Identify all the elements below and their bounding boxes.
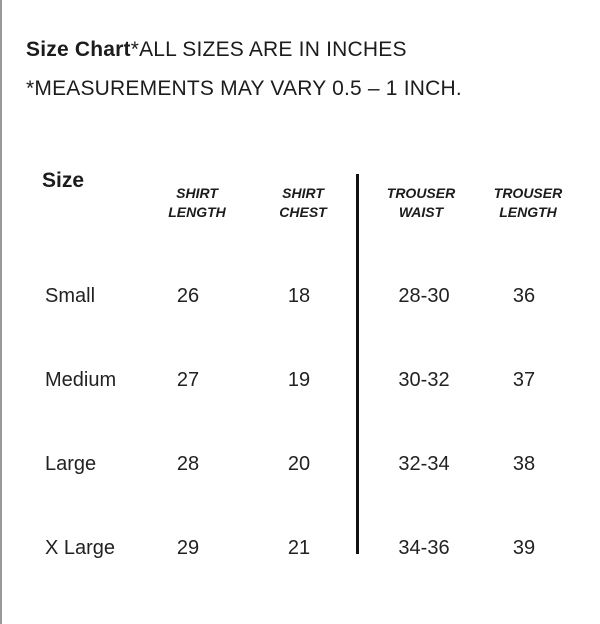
size-name: Large (45, 453, 97, 475)
col-header-line: LENGTH (168, 204, 226, 220)
trouser-length-value: 39 (512, 537, 536, 559)
left-border (0, 0, 2, 624)
measurement-note: *MEASUREMENTS MAY VARY 0.5 – 1 INCH. (26, 77, 462, 100)
col-header-shirt-chest: SHIRT CHEST (279, 184, 326, 222)
col-header-shirt-length: SHIRT LENGTH (168, 184, 226, 222)
col-header-line: TROUSER (493, 185, 563, 201)
trouser-length-value: 36 (512, 285, 536, 307)
col-header-line: SHIRT (282, 185, 324, 201)
trouser-waist-value: 28-30 (398, 285, 450, 307)
col-header-line: WAIST (398, 204, 444, 220)
col-header-line: CHEST (279, 204, 327, 220)
col-header-line: LENGTH (499, 204, 557, 220)
shirt-length-value: 27 (176, 369, 200, 391)
size-column-header: Size (42, 169, 85, 192)
col-header-line: TROUSER (386, 185, 456, 201)
title-note: *ALL SIZES ARE IN INCHES (130, 38, 407, 61)
page-title: Size Chart*ALL SIZES ARE IN INCHES (26, 38, 407, 62)
col-header-trouser-length: TROUSER LENGTH (494, 184, 562, 222)
col-header-line: SHIRT (176, 185, 218, 201)
shirt-length-value: 26 (176, 285, 200, 307)
shirt-chest-value: 21 (287, 537, 311, 559)
shirt-length-value: 28 (176, 453, 200, 475)
size-name: Small (45, 285, 96, 307)
shirt-chest-value: 18 (287, 285, 311, 307)
col-header-trouser-waist: TROUSER WAIST (387, 184, 455, 222)
trouser-length-value: 38 (512, 453, 536, 475)
trouser-waist-value: 32-34 (398, 453, 450, 475)
column-divider (356, 174, 359, 554)
shirt-chest-value: 20 (287, 453, 311, 475)
shirt-chest-value: 19 (287, 369, 311, 391)
size-name: Medium (45, 369, 117, 391)
trouser-waist-value: 30-32 (398, 369, 450, 391)
trouser-length-value: 37 (512, 369, 536, 391)
shirt-length-value: 29 (176, 537, 200, 559)
title-bold: Size Chart (26, 38, 131, 61)
trouser-waist-value: 34-36 (398, 537, 450, 559)
size-name: X Large (45, 537, 116, 559)
